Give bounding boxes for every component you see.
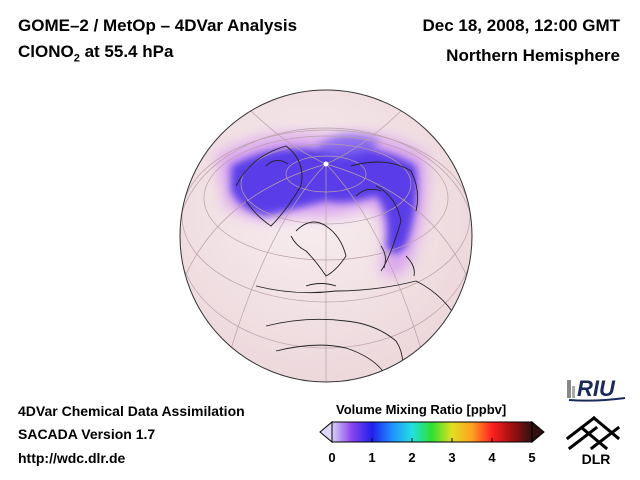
colorbar-tick-label: 4 — [488, 450, 496, 465]
riu-logo-text: RIU — [577, 376, 616, 401]
species-name: ClONO — [18, 42, 74, 61]
species-subscript: 2 — [73, 52, 80, 65]
colorbar-title: Volume Mixing Ratio [ppbv] — [336, 402, 507, 417]
colorbar-low-arrow — [319, 420, 333, 444]
colorbar-tickmarks — [331, 438, 533, 442]
footer-url[interactable]: http://wdc.dlr.de — [18, 450, 126, 466]
globe-map — [179, 89, 473, 383]
region-label: Northern Hemisphere — [446, 46, 620, 65]
footer-version: SACADA Version 1.7 — [18, 426, 156, 442]
colorbar-tick-label: 5 — [528, 450, 536, 465]
footer-system: 4DVar Chemical Data Assimilation — [18, 403, 245, 419]
colorbar-high-arrow — [531, 420, 545, 444]
analysis-date: Dec 18, 2008, 12:00 GMT — [422, 16, 620, 35]
pressure-level: at 55.4 hPa — [79, 42, 174, 61]
colorbar-tick-label: 1 — [368, 450, 376, 465]
map-title: GOME–2 / MetOp – 4DVar Analysis — [18, 16, 298, 35]
vortex-core — [231, 134, 418, 254]
north-pole-marker — [323, 161, 329, 167]
globe-outline — [179, 89, 473, 383]
coastlines — [235, 145, 462, 377]
colorbar-tick-label: 3 — [448, 450, 456, 465]
graticule — [180, 105, 472, 382]
dlr-logo: DLR — [565, 415, 621, 467]
dlr-logo-text: DLR — [582, 451, 611, 467]
colorbar-bar — [331, 421, 533, 443]
colorbar-tick-label: 0 — [328, 450, 336, 465]
species-label: ClONO2 at 55.4 hPa — [18, 42, 173, 64]
colorbar-tick-label: 2 — [408, 450, 416, 465]
colorbar — [319, 420, 545, 444]
riu-logo: RIU — [567, 376, 626, 402]
